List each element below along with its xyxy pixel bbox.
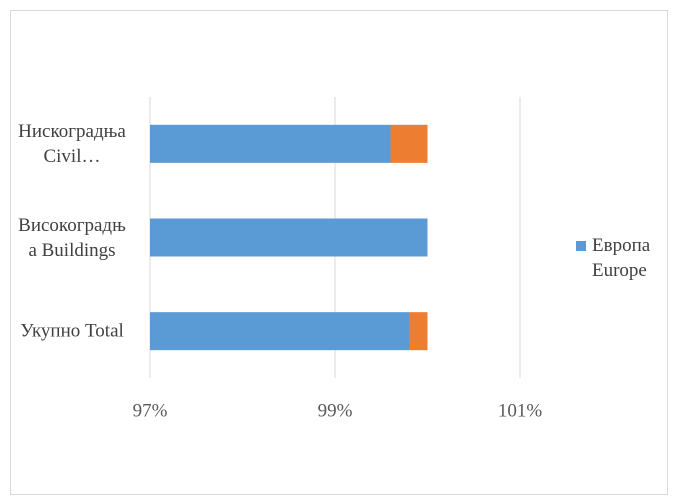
y-tick-label: Укупно Total — [20, 320, 124, 342]
bar-segment — [409, 312, 428, 351]
legend-label: Европа Europe — [592, 235, 651, 281]
bar-segment — [150, 124, 391, 163]
x-tick-label: 97% — [133, 400, 168, 421]
y-tick-label: Високоградња Buildings — [18, 214, 126, 261]
legend-swatch — [576, 241, 586, 251]
bar-segment — [390, 124, 428, 163]
x-tick-label: 101% — [498, 400, 543, 421]
bar-segment — [150, 312, 409, 351]
x-tick-label: 99% — [318, 400, 353, 421]
y-tick-label: Нискоградња Civil… — [18, 120, 126, 167]
bar-segment — [150, 218, 428, 257]
